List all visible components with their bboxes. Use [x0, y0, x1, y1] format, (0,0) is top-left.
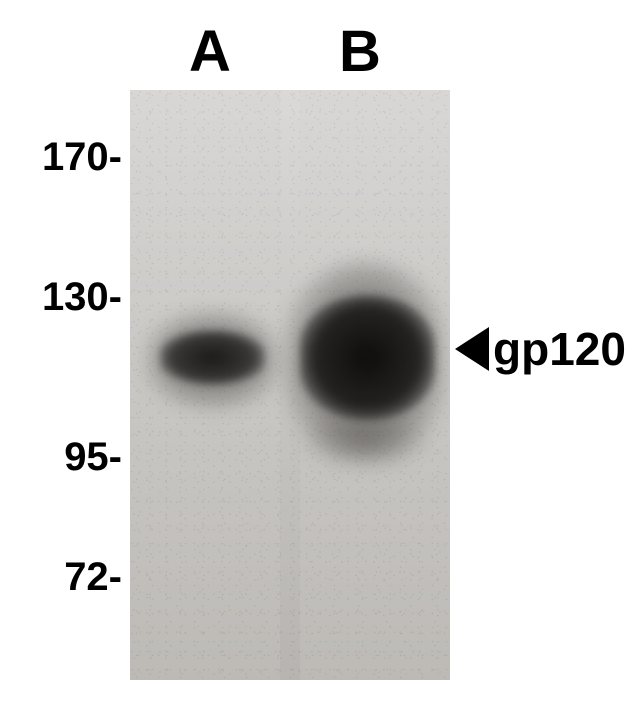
annotation-label: gp120 — [493, 322, 626, 376]
lane-label-b: B — [330, 18, 390, 85]
marker-170: 170- — [0, 135, 122, 180]
marker-130: 130- — [0, 275, 122, 320]
band-lane-a-core — [160, 330, 265, 385]
arrow-left-icon — [455, 327, 489, 371]
marker-72: 72- — [25, 555, 122, 600]
figure-root: A B 170- 130- 95- 72- gp120 — [0, 0, 640, 720]
gp120-annotation: gp120 — [455, 322, 626, 376]
blot-membrane — [130, 90, 450, 680]
lane-label-a: A — [180, 18, 240, 85]
marker-95: 95- — [25, 435, 122, 480]
band-lane-b-trail — [300, 410, 430, 470]
band-lane-b-core — [300, 295, 435, 420]
